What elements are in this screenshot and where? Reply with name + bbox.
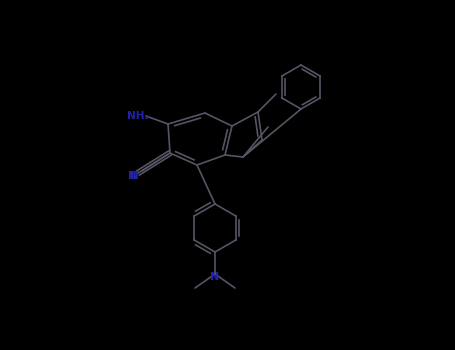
Text: N: N [127, 171, 136, 181]
Text: NH₂: NH₂ [127, 111, 149, 121]
Text: N: N [210, 272, 220, 282]
Text: N: N [130, 171, 138, 181]
